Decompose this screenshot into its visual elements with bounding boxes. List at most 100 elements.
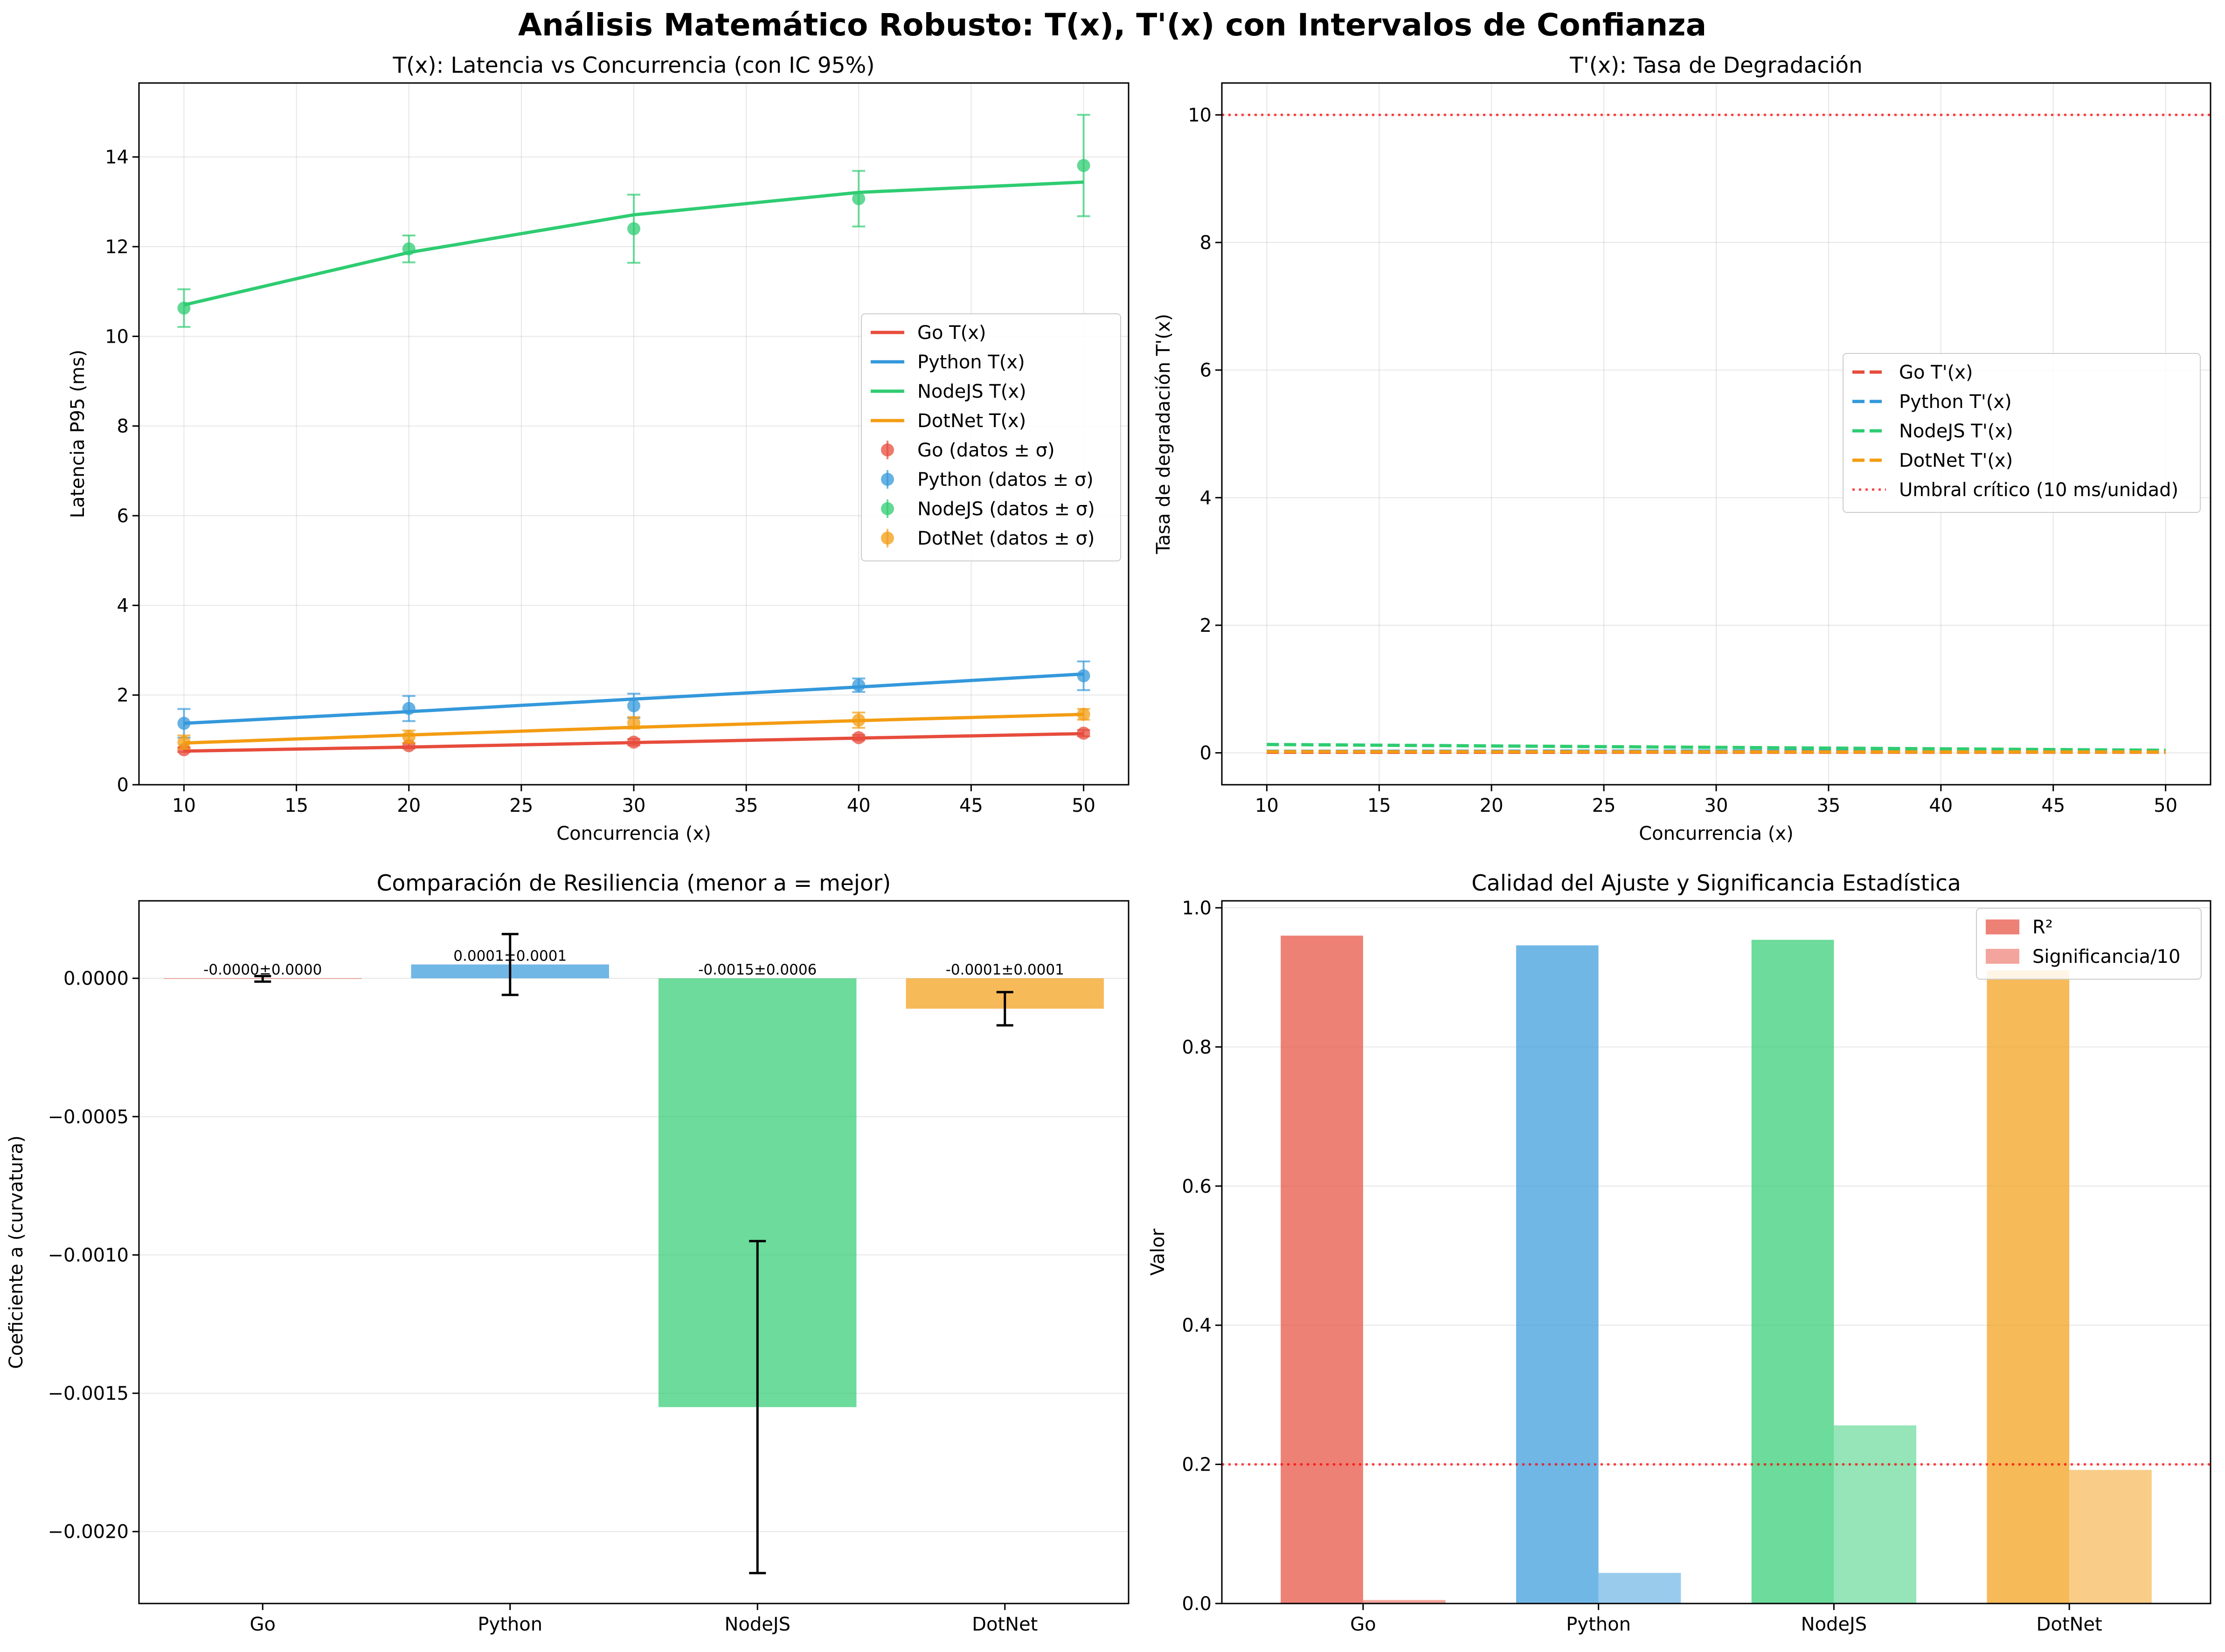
tx-ytick-label: 0 bbox=[117, 774, 129, 796]
tx-data-point-nodejs bbox=[627, 222, 640, 235]
tx-data-point-nodejs bbox=[852, 192, 866, 206]
quality-ytick-label: 0.6 bbox=[1182, 1176, 1212, 1197]
tx-xtick-label: 30 bbox=[622, 795, 646, 816]
tx-legend-label: Python T(x) bbox=[917, 352, 1025, 373]
curv-ytick-label: 0.0000 bbox=[63, 968, 129, 989]
tx-data-point-python bbox=[177, 717, 191, 730]
quality-ytick-label: 1.0 bbox=[1182, 898, 1212, 919]
quality-bar-significance-dotnet bbox=[2069, 1470, 2152, 1604]
tx-ytick-label: 6 bbox=[117, 505, 129, 527]
tx-ytick-label: 10 bbox=[105, 326, 129, 347]
tx-legend-label: Python (datos ± σ) bbox=[917, 469, 1094, 491]
dtx-legend: Go T'(x) Python T'(x) NodeJS T'(x) DotNet T… bbox=[1843, 353, 2201, 513]
curv-bar-value-label: -0.0001±0.0001 bbox=[946, 961, 1064, 978]
tx-data-point-nodejs bbox=[1077, 159, 1090, 172]
quality-bar-r2-nodejs bbox=[1751, 940, 1834, 1604]
tx-data-point-nodejs bbox=[177, 301, 191, 315]
dtx-legend-frame bbox=[1843, 353, 2201, 513]
quality-bar-r2-dotnet bbox=[1987, 970, 2070, 1604]
curv-ylabel: Coeficiente a (curvatura) bbox=[6, 1135, 27, 1369]
tx-xlabel: Concurrencia (x) bbox=[556, 823, 711, 844]
quality-bar-significance-python bbox=[1598, 1573, 1681, 1604]
curv-bar-value-label: 0.0001±0.0001 bbox=[453, 947, 567, 964]
tx-legend-label: Go T(x) bbox=[917, 322, 986, 344]
quality-ytick-label: 0.2 bbox=[1182, 1454, 1212, 1476]
tx-legend-label: DotNet T(x) bbox=[917, 410, 1026, 432]
dtx-legend-label: Umbral crítico (10 ms/unidad) bbox=[1899, 479, 2178, 501]
panel-curv: -0.0000±0.0000 0.0001±0.0001 -0.0015±0.000… bbox=[6, 871, 1130, 1635]
quality-bar-significance-go bbox=[1363, 1600, 1446, 1604]
dtx-xtick-label: 45 bbox=[2041, 795, 2065, 816]
tx-legend-label: NodeJS (datos ± σ) bbox=[917, 498, 1095, 520]
tx-legend: Go T(x) Python T(x) NodeJS T(x) DotNet T(x)… bbox=[861, 313, 1121, 561]
tx-xtick-label: 10 bbox=[172, 795, 196, 816]
tx-title: T(x): Latencia vs Concurrencia (con IC 9… bbox=[392, 53, 874, 78]
dtx-xtick-label: 20 bbox=[1480, 795, 1504, 816]
dtx-ytick-label: 4 bbox=[1200, 487, 1212, 509]
tx-data-point-go bbox=[1077, 726, 1090, 740]
quality-xtick-label: Go bbox=[1350, 1614, 1376, 1635]
tx-data-point-python bbox=[627, 699, 640, 712]
tx-xtick-label: 45 bbox=[959, 795, 983, 816]
panel-tx: 10 15 20 25 30 35 40 45 50 0 2 4 6 8 10 12 14 T(x): Late… bbox=[67, 53, 1130, 844]
quality-xtick-label: Python bbox=[1566, 1614, 1631, 1635]
quality-legend: R² Significancia/10 bbox=[1976, 908, 2202, 980]
tx-data-point-python bbox=[402, 702, 416, 715]
dtx-xtick-label: 25 bbox=[1592, 795, 1616, 816]
dtx-legend-label: NodeJS T'(x) bbox=[1899, 421, 2013, 442]
tx-legend-marker bbox=[881, 502, 894, 515]
dtx-ytick-label: 8 bbox=[1200, 232, 1212, 254]
curv-grid bbox=[139, 978, 1129, 1532]
tx-legend-label: DotNet (datos ± σ) bbox=[917, 528, 1095, 549]
tx-ytick-label: 12 bbox=[105, 236, 129, 258]
dtx-xtick-label: 40 bbox=[1929, 795, 1953, 816]
curv-ytick-label: −0.0015 bbox=[48, 1383, 129, 1404]
quality-legend-frame bbox=[1976, 908, 2202, 980]
tx-ticks: 10 15 20 25 30 35 40 45 50 0 2 4 6 8 10 12 14 bbox=[105, 147, 1095, 816]
dtx-xtick-label: 30 bbox=[1705, 795, 1728, 816]
tx-ytick-label: 8 bbox=[117, 416, 129, 437]
dtx-xtick-label: 15 bbox=[1367, 795, 1391, 816]
curv-marks: -0.0000±0.0000 0.0001±0.0001 -0.0015±0.000… bbox=[164, 933, 1104, 1575]
quality-xtick-label: DotNet bbox=[2037, 1614, 2102, 1635]
curv-frame bbox=[138, 900, 1130, 1604]
tx-marks bbox=[177, 114, 1090, 756]
curv-title: Comparación de Resiliencia (menor a = me… bbox=[377, 871, 891, 896]
dtx-xtick-label: 35 bbox=[1816, 795, 1840, 816]
tx-xtick-label: 40 bbox=[847, 795, 871, 816]
curv-xtick-label: NodeJS bbox=[724, 1614, 790, 1635]
tx-xtick-label: 50 bbox=[1072, 795, 1095, 816]
curv-ticks: 0.0000 −0.0005 −0.0010 −0.0015 −0.0020 Go Pyth… bbox=[48, 968, 1038, 1635]
quality-legend-swatch bbox=[1986, 949, 2019, 964]
tx-xtick-label: 20 bbox=[397, 795, 421, 816]
quality-marks bbox=[1222, 935, 2211, 1604]
figure-title: Análisis Matemático Robusto: T(x), T'(x)… bbox=[518, 7, 1706, 43]
tx-legend-marker bbox=[881, 532, 894, 545]
quality-bar-r2-python bbox=[1516, 945, 1599, 1604]
dtx-legend-label: Go T'(x) bbox=[1899, 362, 1973, 383]
quality-ticks: 0.0 0.2 0.4 0.6 0.8 1.0 Go Python NodeJS DotNet bbox=[1182, 898, 2102, 1635]
quality-ytick-label: 0.8 bbox=[1182, 1037, 1212, 1058]
quality-legend-swatch bbox=[1986, 919, 2019, 934]
dtx-ytick-label: 10 bbox=[1188, 104, 1212, 126]
dtx-ytick-label: 6 bbox=[1200, 360, 1212, 381]
tx-xtick-label: 35 bbox=[735, 795, 758, 816]
dtx-xlabel: Concurrencia (x) bbox=[1639, 823, 1794, 844]
quality-ytick-label: 0.0 bbox=[1182, 1593, 1212, 1615]
curv-ytick-label: −0.0010 bbox=[48, 1244, 129, 1266]
curv-bar-value-label: -0.0000±0.0000 bbox=[203, 961, 322, 978]
quality-title: Calidad del Ajuste y Significancia Estad… bbox=[1471, 871, 1961, 896]
tx-data-point-dotnet bbox=[1077, 708, 1090, 721]
quality-frame bbox=[1221, 900, 2211, 1604]
tx-legend-frame bbox=[861, 313, 1121, 561]
quality-ytick-label: 0.4 bbox=[1182, 1315, 1212, 1336]
panel-dtx: 10 15 20 25 30 35 40 45 50 0 2 4 6 8 10 T'(x): Tasa de… bbox=[1153, 53, 2211, 844]
tx-data-point-nodejs bbox=[402, 242, 416, 256]
dtx-xtick-label: 50 bbox=[2154, 795, 2177, 816]
tx-data-point-dotnet bbox=[627, 716, 640, 730]
tx-data-point-dotnet bbox=[852, 713, 866, 727]
quality-bar-r2-go bbox=[1281, 935, 1363, 1604]
tx-data-point-dotnet bbox=[402, 730, 416, 744]
dtx-ylabel: Tasa de degradación T'(x) bbox=[1153, 314, 1174, 554]
dtx-title: T'(x): Tasa de Degradación bbox=[1569, 53, 1863, 78]
